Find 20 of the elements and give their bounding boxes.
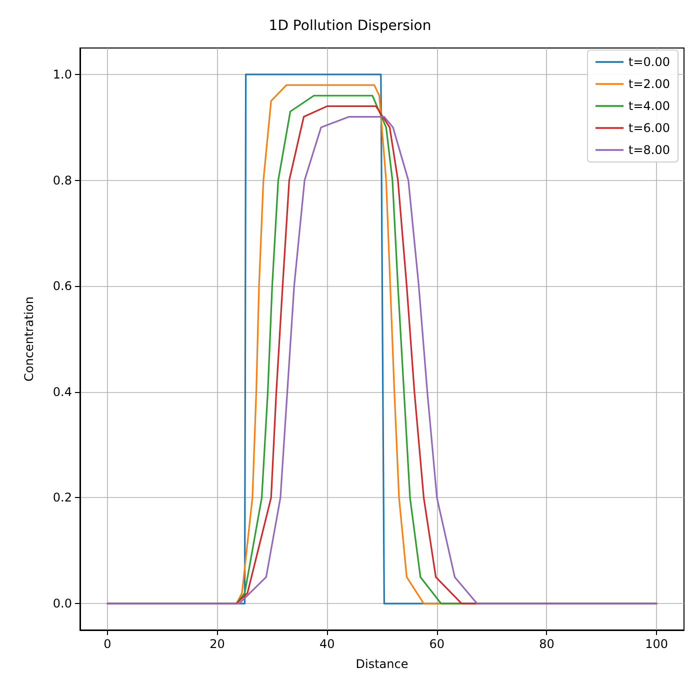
legend-label: t=0.00 — [628, 55, 670, 69]
y-tick-label: 0.8 — [52, 173, 72, 188]
x-tick-label: 0 — [104, 637, 112, 651]
x-tick-label: 80 — [539, 637, 554, 651]
x-tick-label: 100 — [645, 637, 668, 651]
x-tick-label: 40 — [319, 637, 335, 651]
x-axis-title: Distance — [356, 657, 408, 671]
y-axis-title: Concentration — [22, 296, 36, 382]
y-tick-label: 0.2 — [52, 490, 72, 505]
y-tick-label: 0.0 — [52, 596, 72, 611]
legend-label: t=2.00 — [628, 77, 670, 91]
legend-label: t=8.00 — [628, 143, 670, 157]
x-tick-label: 60 — [429, 637, 445, 651]
y-tick-label: 0.4 — [52, 384, 72, 399]
legend-label: t=6.00 — [628, 121, 670, 135]
y-tick-label: 1.0 — [52, 67, 72, 82]
legend-label: t=4.00 — [628, 99, 670, 113]
y-tick-label: 0.6 — [52, 279, 72, 294]
x-tick-label: 20 — [210, 637, 225, 651]
chart-title: 1D Pollution Dispersion — [268, 18, 432, 34]
